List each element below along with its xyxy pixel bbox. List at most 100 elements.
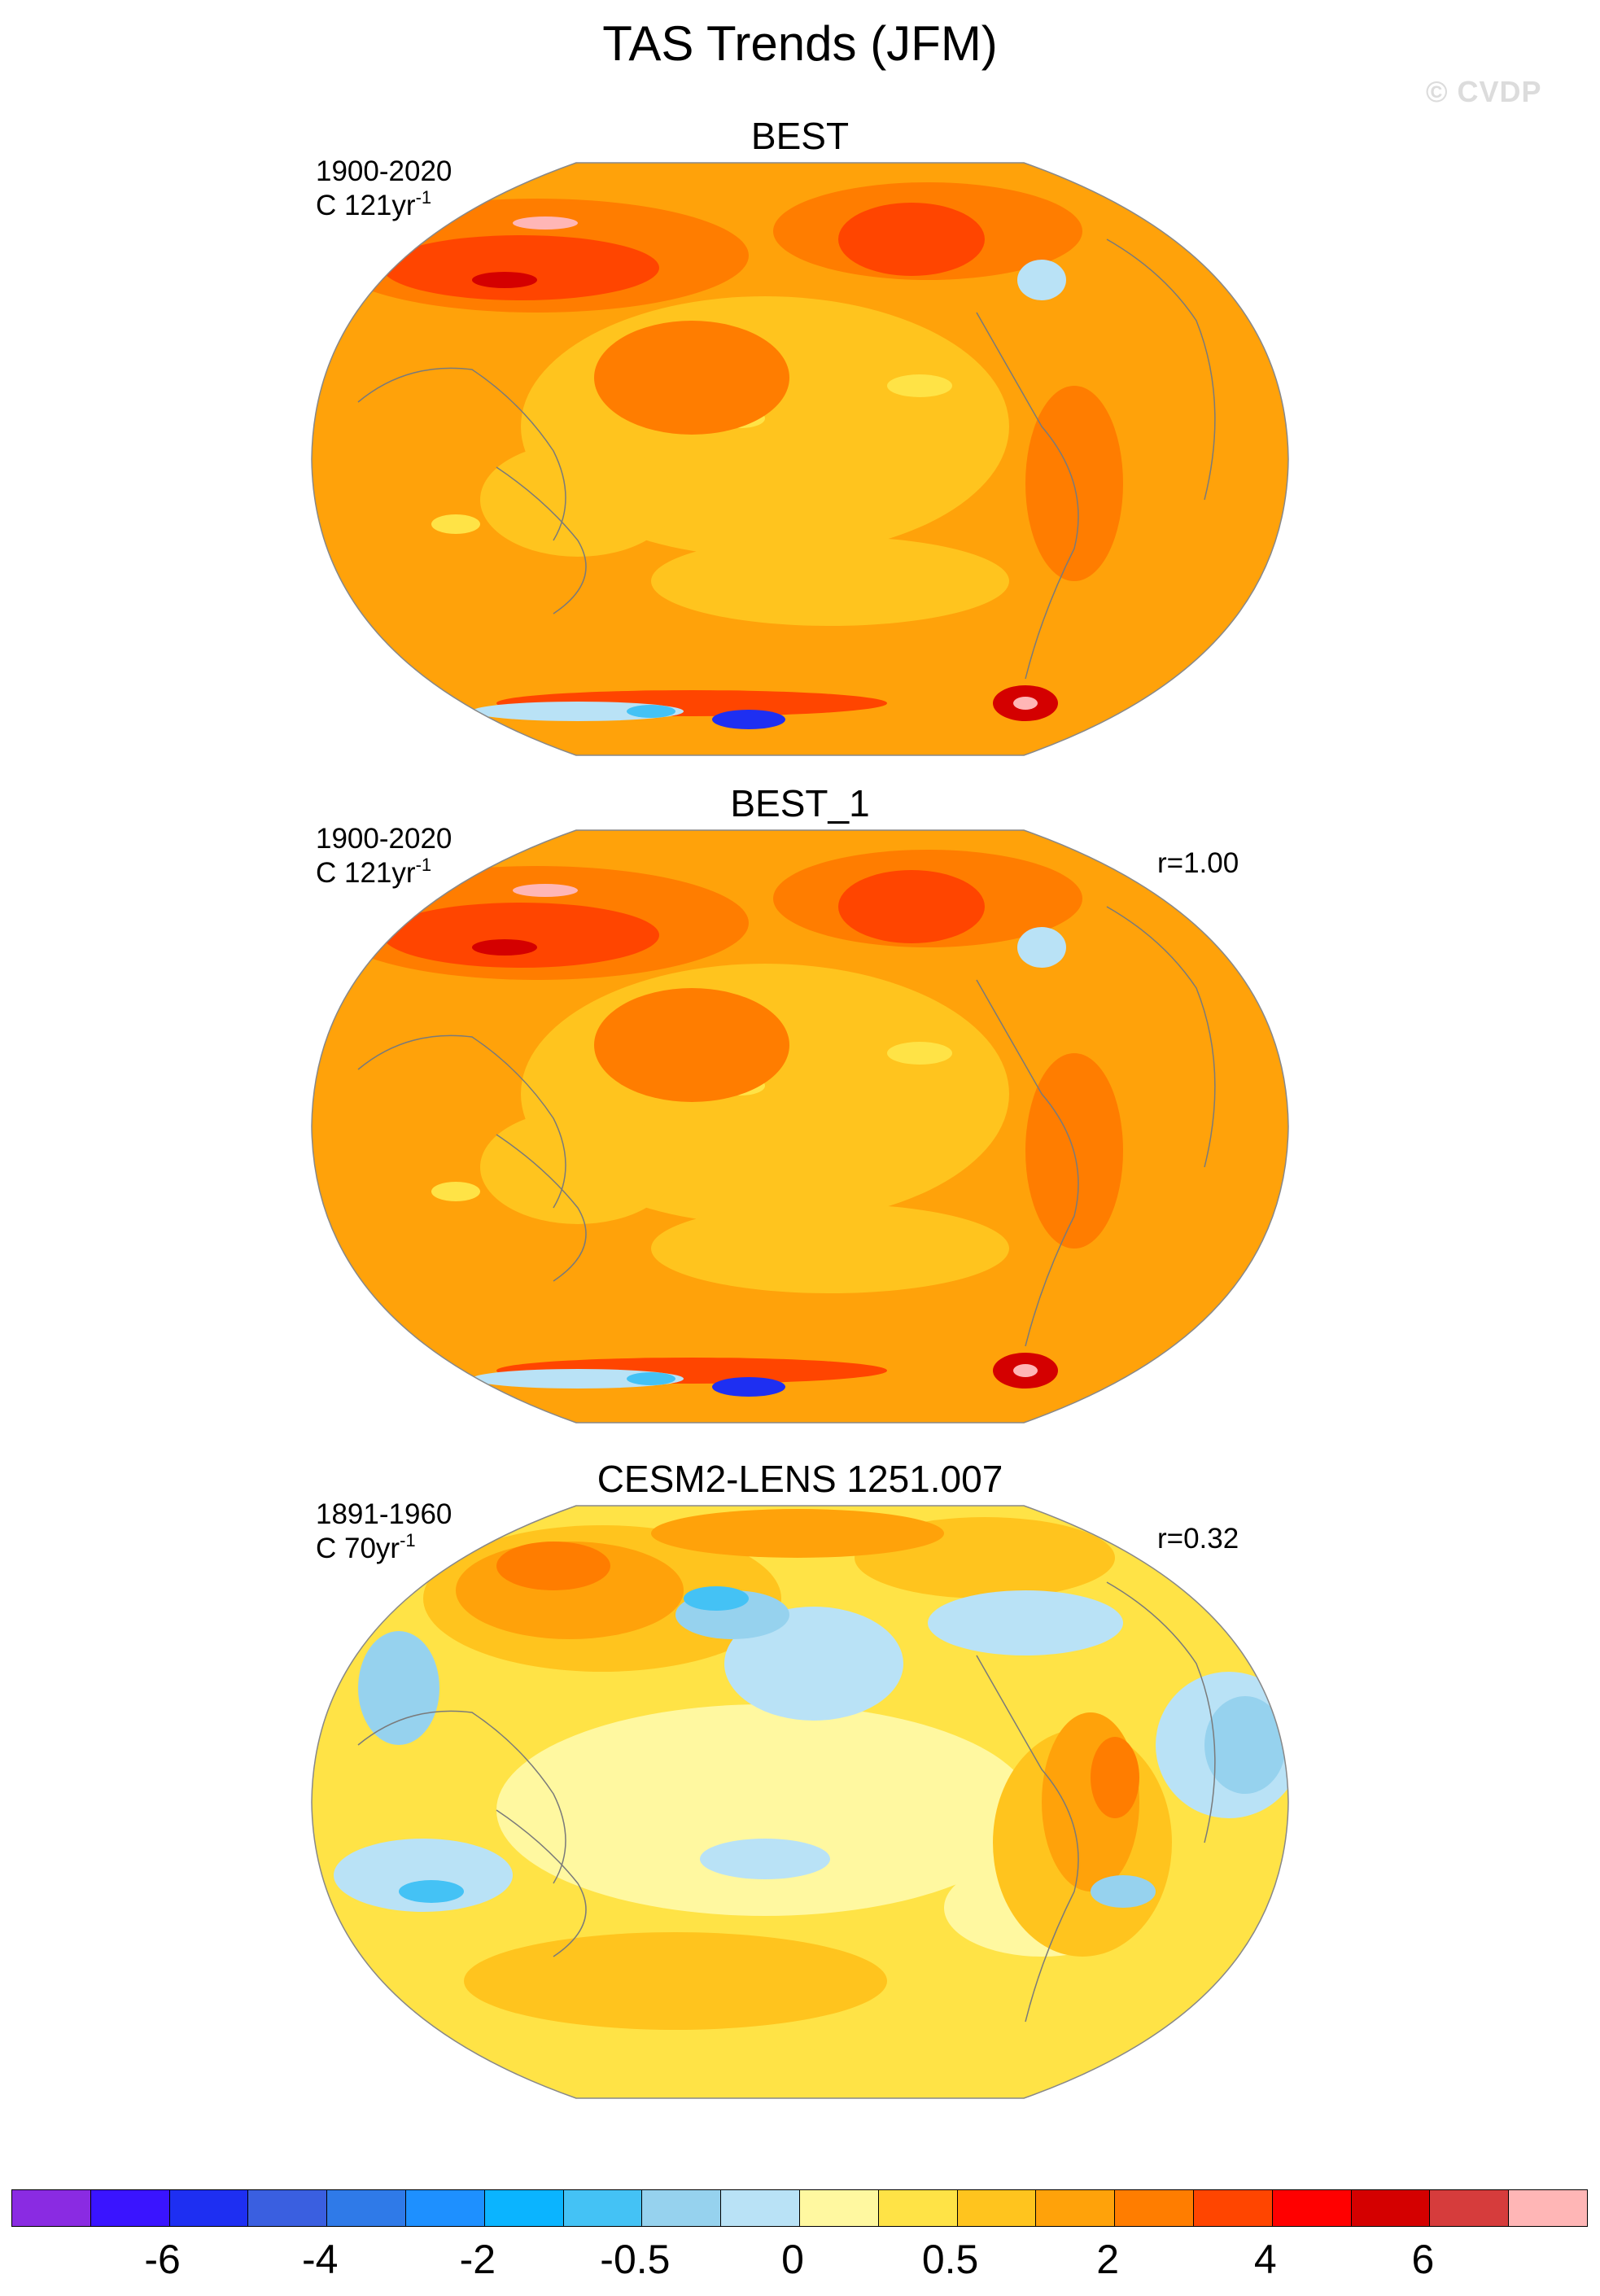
trend-contour: [1017, 260, 1066, 300]
colorbar-box: [799, 2189, 879, 2227]
colorbar-box: [641, 2189, 722, 2227]
coastline: [357, 367, 566, 541]
coastline: [496, 1809, 587, 1957]
map-outline: [311, 1505, 1289, 2099]
colorbar-box: [1114, 2189, 1194, 2227]
coastline: [1106, 906, 1216, 1168]
map-best: [311, 162, 1289, 756]
panel-period: 1891-1960: [316, 1498, 452, 1530]
colorbar-box: [1429, 2189, 1510, 2227]
trend-contour: [464, 1932, 887, 2030]
panel-units: C 121yr-1: [316, 187, 432, 222]
watermark: © CVDP: [1426, 75, 1542, 108]
colorbar-box: [483, 2189, 564, 2227]
trend-contour: [712, 710, 785, 729]
panel-correlation: r=1.00: [1157, 847, 1239, 879]
trend-contour: [887, 1042, 952, 1065]
panel-title: BEST: [750, 115, 850, 157]
trend-contour: [472, 939, 537, 956]
trend-contour: [496, 1542, 610, 1590]
colorbar-label: 0.5: [921, 2237, 979, 2282]
colorbar-label: -2: [459, 2237, 496, 2282]
trend-contour: [480, 443, 675, 557]
trend-contour: [928, 1590, 1123, 1655]
trend-contour: [1204, 1696, 1286, 1794]
trend-contour: [887, 374, 952, 397]
trend-contour: [399, 1880, 464, 1903]
coastline: [357, 1710, 566, 1884]
colorbar-box: [90, 2189, 170, 2227]
figure-title: TAS Trends (JFM): [602, 16, 998, 71]
colorbar-label: -0.5: [600, 2237, 671, 2282]
trend-contour: [1091, 1875, 1156, 1908]
colorbar-box: [562, 2189, 643, 2227]
map-best-1: [311, 829, 1289, 1424]
colorbar-label: 4: [1253, 2237, 1277, 2282]
trend-contour: [724, 1607, 903, 1721]
trend-contour: [700, 1839, 830, 1879]
colorbar-box: [956, 2189, 1037, 2227]
colorbar-box: [877, 2189, 958, 2227]
trend-contour: [472, 702, 684, 721]
trend-contour: [1091, 1737, 1139, 1818]
panel-cesm2-lens: CESM2-LENS 1251.007 1891-1960 C 70yr-1 r…: [0, 1457, 1600, 2116]
panel-best-1: BEST_1 1900-2020 C 121yr-1 r=1.00: [0, 781, 1600, 1441]
trend-contour: [480, 1110, 675, 1224]
trend-contour: [1013, 1364, 1038, 1377]
colorbar-box: [11, 2189, 91, 2227]
colorbar-label: 2: [1096, 2237, 1120, 2282]
colorbar-box: [247, 2189, 328, 2227]
colorbar-box: [168, 2189, 249, 2227]
trend-contour: [472, 1369, 684, 1389]
panel-period: 1900-2020: [316, 155, 452, 187]
trend-contour: [464, 2042, 855, 2083]
trend-contour: [358, 1631, 439, 1745]
coastline: [976, 312, 1079, 680]
colorbar-label: 6: [1411, 2237, 1435, 2282]
panel-period: 1900-2020: [316, 823, 452, 855]
colorbar-box: [1271, 2189, 1352, 2227]
coastline: [1106, 238, 1216, 501]
colorbar: [11, 2189, 1588, 2227]
colorbar-label: -6: [144, 2237, 181, 2282]
panel-units: C 121yr-1: [316, 855, 432, 890]
trend-contour: [383, 235, 659, 300]
trend-contour: [431, 514, 480, 534]
trend-contour: [431, 1182, 480, 1201]
trend-contour: [334, 1839, 513, 1912]
colorbar-box: [1035, 2189, 1116, 2227]
trend-contour: [496, 1704, 1034, 1916]
map-outline: [311, 162, 1289, 756]
coastline: [357, 1034, 566, 1209]
trend-contour: [651, 1204, 1009, 1293]
trend-contour: [838, 870, 985, 943]
coastline: [496, 466, 587, 614]
trend-field: [312, 830, 1288, 1423]
coastline: [1106, 1581, 1216, 1843]
trend-contour: [838, 203, 985, 276]
colorbar-box: [1350, 2189, 1431, 2227]
trend-contour: [684, 1586, 749, 1611]
colorbar-box: [1193, 2189, 1273, 2227]
map-outline: [311, 829, 1289, 1424]
colorbar-label: 0: [781, 2237, 804, 2282]
trend-contour: [472, 272, 537, 288]
trend-contour: [712, 1377, 785, 1397]
trend-contour: [513, 884, 578, 897]
coastline: [496, 1134, 587, 1282]
colorbar-box: [720, 2189, 800, 2227]
trend-contour: [513, 216, 578, 230]
trend-contour: [594, 988, 789, 1102]
panel-best: BEST 1900-2020 C 121yr-1: [0, 114, 1600, 773]
coastline: [976, 979, 1079, 1347]
colorbar-box: [326, 2189, 406, 2227]
trend-contour: [627, 1372, 675, 1385]
trend-contour: [383, 903, 659, 968]
panel-correlation: r=0.32: [1157, 1523, 1239, 1555]
panel-title: CESM2-LENS 1251.007: [597, 1458, 1003, 1500]
colorbar-box: [1508, 2189, 1588, 2227]
trend-field: [312, 1506, 1288, 2098]
panel-units: C 70yr-1: [316, 1530, 416, 1565]
colorbar-box: [405, 2189, 485, 2227]
trend-contour: [594, 321, 789, 435]
